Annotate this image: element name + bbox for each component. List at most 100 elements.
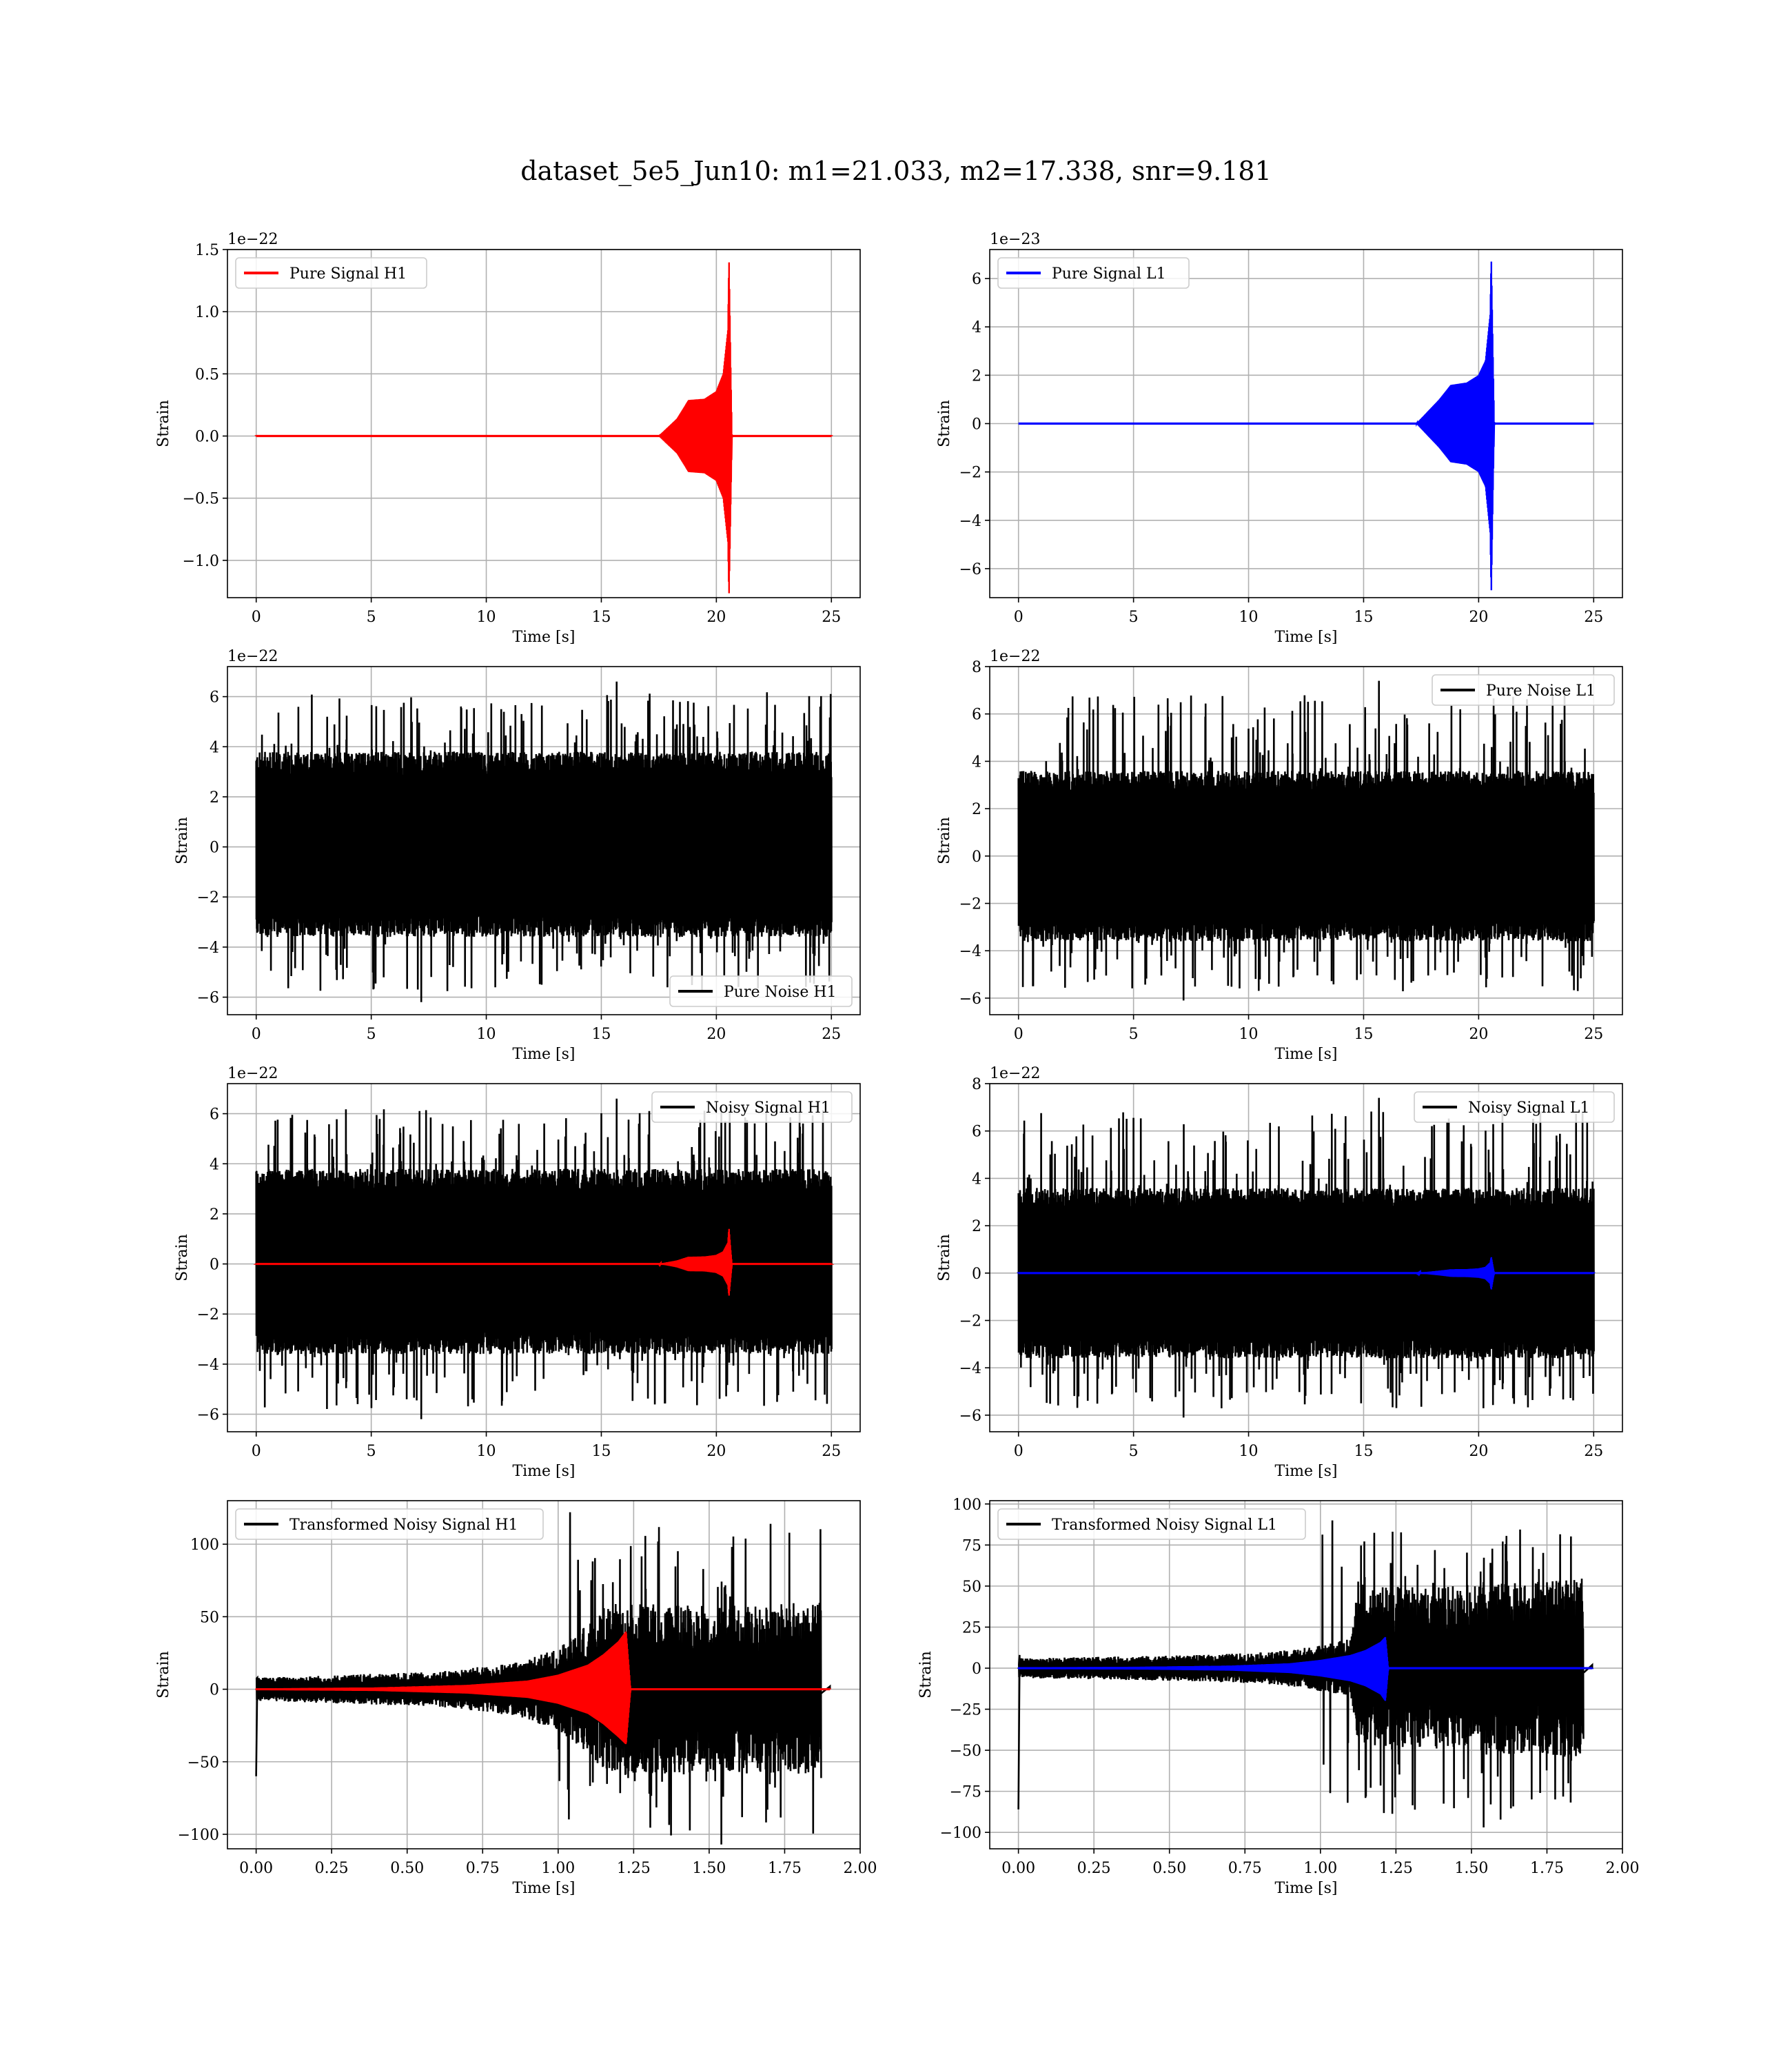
legend-box: [997, 257, 1190, 289]
y-tick-label: −100: [940, 1825, 981, 1842]
y-tick-label: 0: [972, 1661, 981, 1678]
gridlines: [227, 249, 860, 598]
noise-trace: [255, 1098, 833, 1419]
y-tick-label: −50: [187, 1754, 219, 1772]
legend-box: [651, 1091, 853, 1123]
y-tick-label: −2: [959, 896, 981, 913]
legend: Pure Signal H1: [235, 257, 427, 289]
x-tick-label: 5: [367, 609, 376, 626]
y-tick-label: 50: [962, 1579, 981, 1596]
x-tick-label: 0.50: [390, 1860, 424, 1877]
y-axis-label: Strain: [155, 1651, 172, 1699]
x-tick-label: 2.00: [1606, 1860, 1640, 1877]
x-tick-label: 10: [1239, 1026, 1259, 1043]
x-tick-label: 0.25: [315, 1860, 349, 1877]
x-tick-label: 1.50: [692, 1860, 726, 1877]
x-tick-label: 15: [591, 1026, 611, 1043]
y-tick-label: 2: [972, 801, 981, 818]
y-tick-label: 4: [210, 739, 219, 756]
plot-area: [255, 681, 833, 1002]
y-tick-label: −4: [959, 513, 981, 530]
x-tick-label: 0: [1014, 1026, 1024, 1043]
x-tick-label: 0.75: [1228, 1860, 1262, 1877]
x-axis-label: Time [s]: [512, 1463, 575, 1480]
x-tick-label: 0: [1014, 1443, 1024, 1460]
legend-label: Transformed Noisy Signal H1: [289, 1517, 518, 1534]
axes-frame: [227, 1083, 861, 1432]
legend-label: Pure Noise H1: [724, 984, 837, 1001]
y-tick-label: −6: [959, 991, 981, 1008]
axes-frame: [227, 1500, 861, 1849]
y-tick-label: −50: [950, 1743, 981, 1760]
legend: Pure Noise L1: [1432, 674, 1615, 706]
y-tick-label: −0.5: [183, 491, 219, 508]
chart-noisy-signal-h1: 0 5 10 15 20 25 −6 −4 −2 0 2 4 6 Time [s] Strain 1e−22 N…: [174, 1065, 861, 1480]
y-tick-label: −4: [197, 940, 219, 957]
x-tick-label: 15: [1354, 1026, 1373, 1043]
x-tick-label: 1.75: [768, 1860, 802, 1877]
plot-area: [254, 262, 833, 594]
legend-box: [1414, 1091, 1615, 1123]
y-tick-label: 1.0: [195, 304, 219, 321]
y-tick-label: −2: [197, 1306, 219, 1324]
y-tick-label: 8: [972, 1076, 981, 1093]
axis-offset-text: 1e−22: [990, 648, 1040, 665]
x-tick-label: 0: [252, 609, 261, 626]
y-tick-label: 4: [972, 319, 981, 336]
y-tick-label: 50: [200, 1609, 219, 1626]
chart-pure-noise-l1: 0 5 10 15 20 25 −6 −4 −2 0 2 4 6 8 Time [s] Strain 1e−22…: [936, 648, 1623, 1063]
x-tick-label: 15: [591, 1443, 611, 1460]
legend-box: [235, 257, 427, 289]
y-tick-label: 2: [972, 1218, 981, 1235]
x-axis-label: Time [s]: [512, 1880, 575, 1897]
legend: Transformed Noisy Signal L1: [997, 1508, 1306, 1540]
axis-offset-text: 1e−22: [990, 1065, 1040, 1082]
x-tick-label: 0.25: [1077, 1860, 1111, 1877]
axis-offset-text: 1e−22: [227, 648, 278, 665]
y-tick-label: −2: [959, 1313, 981, 1330]
y-tick-label: 75: [962, 1537, 981, 1554]
x-tick-label: 15: [1354, 1443, 1373, 1460]
y-tick-label: 6: [972, 271, 981, 288]
x-tick-label: 10: [1239, 1443, 1259, 1460]
y-tick-label: −2: [197, 889, 219, 906]
whitened-trace: [1017, 1520, 1594, 1828]
y-tick-label: −100: [178, 1827, 219, 1844]
x-tick-label: 0: [1014, 609, 1024, 626]
x-tick-label: 20: [706, 1443, 726, 1460]
y-tick-label: 2: [210, 789, 219, 807]
axis-offset-text: 1e−23: [990, 231, 1040, 248]
axes-frame: [989, 1083, 1623, 1432]
y-tick-label: −6: [959, 561, 981, 578]
legend: Pure Signal L1: [997, 257, 1190, 289]
y-tick-label: 1.5: [195, 242, 219, 259]
x-tick-label: 0.00: [239, 1860, 273, 1877]
chart-noisy-signal-l1: 0 5 10 15 20 25 −6 −4 −2 0 2 4 6 8 Time [s] Strain 1e−22…: [936, 1065, 1623, 1480]
chart-pure-signal-l1: 0 5 10 15 20 25 −6 −4 −2 0 2 4 6 Time [s] Strain 1e−23 P…: [936, 231, 1623, 646]
plot-area: [1017, 1520, 1594, 1828]
x-tick-label: 5: [1129, 609, 1139, 626]
y-tick-label: 6: [210, 1106, 219, 1124]
noise-trace: [1017, 680, 1595, 1001]
x-tick-label: 10: [477, 1026, 496, 1043]
y-tick-label: 0.0: [195, 429, 219, 446]
x-tick-label: 0: [252, 1026, 261, 1043]
y-tick-label: −2: [959, 465, 981, 482]
y-tick-label: 0: [210, 840, 219, 857]
y-tick-label: 100: [190, 1537, 219, 1554]
y-tick-label: −4: [959, 943, 981, 960]
y-tick-label: 0: [972, 849, 981, 866]
y-axis-label: Strain: [936, 400, 953, 447]
y-axis-label: Strain: [936, 817, 953, 864]
y-tick-label: −75: [950, 1784, 981, 1801]
whitened-trace: [255, 1512, 831, 1845]
axes-frame: [227, 666, 861, 1015]
x-tick-label: 25: [1584, 609, 1603, 626]
x-axis-label: Time [s]: [512, 629, 575, 646]
x-tick-label: 1.00: [541, 1860, 575, 1877]
y-tick-label: 0.5: [195, 366, 219, 383]
legend: Pure Noise H1: [669, 975, 853, 1007]
x-tick-label: 0.75: [466, 1860, 500, 1877]
y-tick-label: 6: [972, 707, 981, 724]
